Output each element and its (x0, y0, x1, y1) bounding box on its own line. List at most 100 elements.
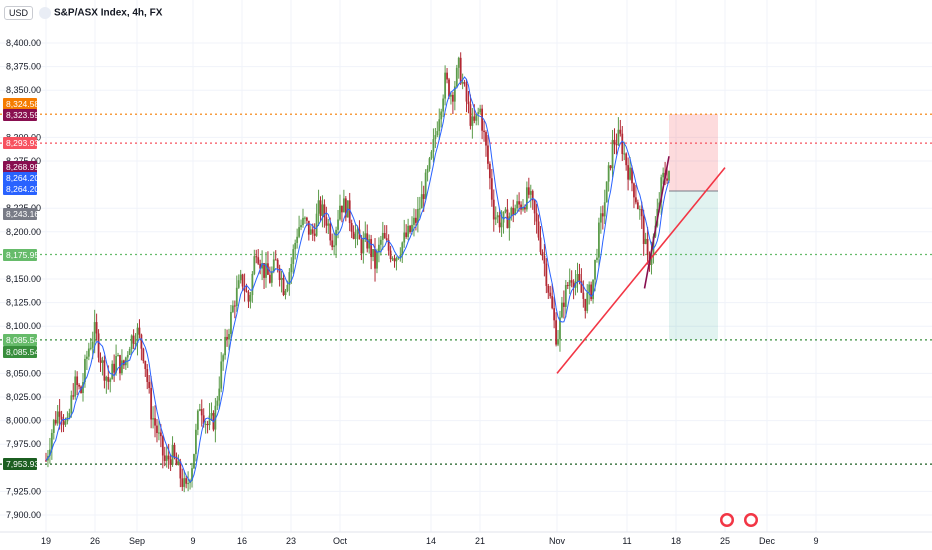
candle-body (420, 194, 423, 209)
currency-badge[interactable]: USD (4, 6, 34, 20)
candle-body (502, 211, 505, 223)
candle-body (259, 263, 262, 269)
candle-body (159, 432, 162, 437)
candle-body (278, 268, 281, 280)
candle-body (368, 239, 371, 249)
candle-body (432, 139, 435, 152)
candle-body (68, 413, 71, 418)
candle-body (533, 200, 536, 214)
price-tag (3, 346, 37, 358)
candle-body (226, 336, 228, 340)
candle-body (547, 285, 550, 293)
candle-body (430, 151, 433, 159)
candle-body (448, 79, 450, 97)
candle-body (619, 129, 622, 134)
candle-body (607, 165, 610, 182)
candle-body (358, 229, 361, 240)
candle-body (76, 376, 79, 385)
candle-body (52, 419, 55, 433)
candle-body (640, 209, 643, 217)
candle-body (635, 197, 637, 203)
candle-body (85, 356, 88, 359)
candle-body (200, 409, 203, 416)
candle-body (202, 415, 205, 424)
x-tick-label: Oct (333, 536, 348, 546)
candle-body (399, 255, 402, 258)
price-tag (3, 458, 37, 470)
candle-body (660, 177, 663, 203)
candle-body (594, 259, 596, 280)
candle-body (325, 217, 328, 226)
candle-body (350, 223, 353, 232)
trendline (643, 156, 670, 289)
candle-body (453, 86, 456, 102)
event-flag-icon-inner (746, 515, 756, 525)
candle-body (401, 242, 404, 256)
candle-body (95, 322, 98, 334)
candle-body (549, 292, 552, 297)
candle-body (598, 222, 600, 258)
candle-body (510, 207, 513, 217)
candle-body (255, 256, 258, 258)
candle-body (603, 202, 606, 217)
candle-body (265, 263, 267, 278)
candle-body (537, 221, 540, 238)
candle-body (379, 239, 382, 245)
candle-body (413, 217, 415, 225)
candle-body (457, 57, 460, 68)
candle-body (109, 379, 112, 382)
candle-body (389, 250, 392, 260)
candle-body (130, 335, 133, 350)
candle-body (370, 239, 373, 257)
candle-body (154, 418, 156, 426)
candle-body (48, 449, 51, 456)
candle-body (257, 257, 260, 264)
price-tag-label: 8,085.54 (6, 347, 39, 357)
moving-average-line (45, 76, 670, 483)
candle-body (568, 280, 571, 287)
candle-body (646, 238, 649, 255)
candle-body (239, 274, 242, 281)
candle-body (72, 395, 75, 397)
candle-body (475, 113, 478, 121)
symbol-label[interactable]: S&P/ASX Index, 4h, FX (39, 7, 162, 19)
candle-body (590, 284, 593, 300)
candle-body (107, 376, 110, 382)
candle-body (531, 191, 534, 201)
candle-body (580, 281, 583, 293)
candle-body (451, 94, 454, 102)
y-tick-label: 7,900.00 (6, 510, 41, 520)
candle-body (115, 356, 117, 373)
price-tag (3, 208, 37, 220)
x-tick-label: Nov (549, 536, 566, 546)
candle-body (233, 305, 236, 307)
candle-body (335, 229, 337, 246)
candle-body (140, 334, 143, 349)
candle-body (150, 388, 153, 420)
candle-body (446, 72, 448, 80)
candle-body (638, 209, 641, 211)
price-tag (3, 109, 37, 121)
candle-body (228, 333, 230, 340)
x-tick-label: 25 (720, 536, 730, 546)
candle-body (235, 287, 238, 307)
candle-body (216, 400, 219, 406)
x-tick-label: 14 (426, 536, 436, 546)
candle-body (313, 233, 316, 236)
symbol-icon (39, 7, 52, 19)
candle-body (45, 460, 47, 462)
candle-body (317, 200, 320, 214)
candle-body (251, 273, 254, 296)
candle-body (80, 386, 82, 394)
candle-body (163, 455, 166, 461)
y-tick-label: 8,350.00 (6, 85, 41, 95)
x-tick-label: Dec (759, 536, 776, 546)
candle-body (586, 292, 589, 311)
candle-body (87, 348, 90, 357)
candle-body (119, 355, 121, 374)
candle-body (541, 251, 544, 256)
candle-body (561, 302, 563, 318)
candle-body (148, 381, 151, 389)
candle-body (50, 432, 53, 450)
